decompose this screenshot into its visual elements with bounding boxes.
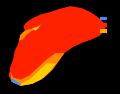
Polygon shape (19, 27, 38, 41)
Bar (99, 17, 107, 20)
Polygon shape (12, 78, 21, 86)
Bar (99, 29, 107, 33)
Polygon shape (10, 53, 64, 86)
Polygon shape (32, 25, 41, 31)
Polygon shape (21, 63, 56, 86)
Bar (99, 23, 107, 27)
Polygon shape (9, 6, 105, 86)
